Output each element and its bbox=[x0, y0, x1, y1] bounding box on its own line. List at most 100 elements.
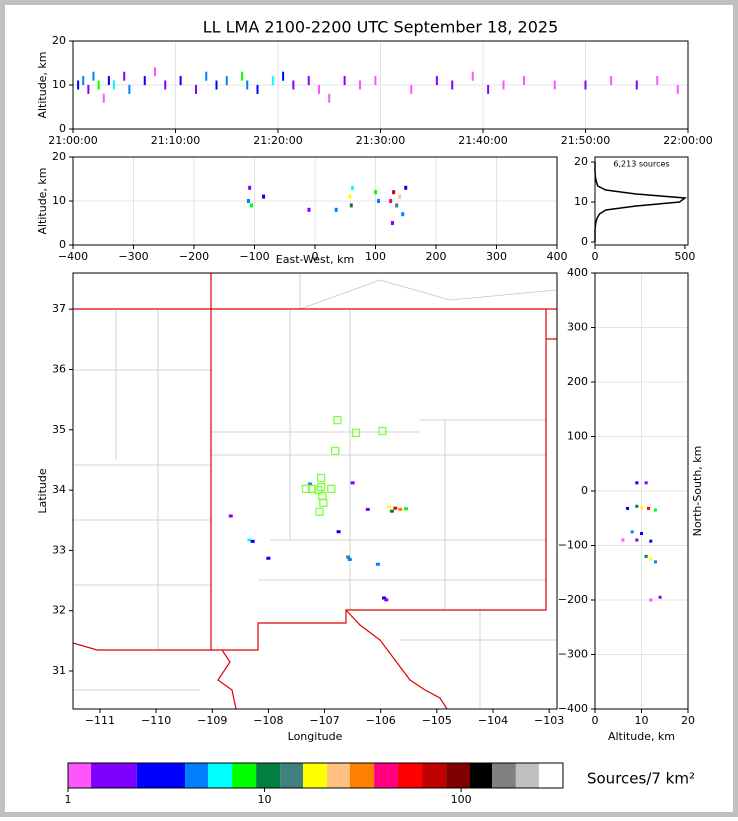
source-point bbox=[271, 76, 274, 86]
source-point bbox=[349, 203, 353, 208]
x-tick-label: 21:50:00 bbox=[561, 134, 610, 147]
source-point bbox=[653, 508, 657, 512]
station bbox=[327, 484, 336, 494]
source-point bbox=[635, 481, 639, 485]
y-tick-label: 33 bbox=[52, 543, 66, 556]
station bbox=[315, 507, 324, 516]
source-point bbox=[404, 185, 408, 190]
state-border bbox=[217, 649, 237, 709]
source-point bbox=[348, 194, 352, 199]
station bbox=[331, 446, 340, 456]
colorbar-segment bbox=[538, 763, 563, 788]
source-point bbox=[523, 76, 525, 86]
y-tick-label: 32 bbox=[52, 604, 66, 617]
x-tick-label: 21:30:00 bbox=[356, 134, 405, 147]
source-point bbox=[346, 555, 351, 559]
source-point bbox=[398, 507, 403, 511]
x-tick-label: 0 bbox=[592, 250, 599, 263]
source-point bbox=[630, 530, 634, 534]
source-point bbox=[365, 507, 370, 511]
source-point bbox=[307, 482, 312, 486]
source-point bbox=[179, 76, 182, 86]
x-tick-label: 22:00:00 bbox=[663, 134, 712, 147]
x-tick-label: 21:00:00 bbox=[48, 134, 97, 147]
x-tick-label: −100 bbox=[239, 250, 269, 263]
x-tick-label: 300 bbox=[486, 250, 507, 263]
colorbar-segment bbox=[232, 763, 257, 788]
colorbar-segment bbox=[469, 763, 493, 788]
y-tick-label: −400 bbox=[558, 702, 588, 715]
source-point bbox=[107, 76, 110, 86]
x-tick-label: 400 bbox=[547, 250, 568, 263]
source-point bbox=[266, 556, 271, 560]
x-tick-label: 200 bbox=[426, 250, 447, 263]
source-point bbox=[553, 80, 556, 90]
x-tick-label: 21:20:00 bbox=[253, 134, 302, 147]
x-tick-label: −111 bbox=[85, 714, 115, 727]
x-tick-label: 0 bbox=[312, 250, 319, 263]
y-tick-label: 37 bbox=[52, 302, 66, 315]
source-point bbox=[97, 80, 100, 90]
colorbar-segment bbox=[68, 763, 92, 788]
source-point bbox=[307, 76, 310, 86]
source-point bbox=[635, 538, 639, 542]
source-point bbox=[262, 194, 266, 199]
colorbar-segment bbox=[91, 763, 137, 788]
source-point bbox=[250, 539, 255, 543]
y-tick-label: 100 bbox=[567, 430, 588, 443]
source-point bbox=[205, 71, 208, 81]
source-point bbox=[640, 532, 643, 536]
station bbox=[333, 415, 342, 425]
station bbox=[317, 473, 326, 483]
y-tick-label: 10 bbox=[52, 78, 66, 91]
source-point bbox=[374, 76, 377, 86]
source-point bbox=[644, 481, 648, 485]
source-point bbox=[241, 71, 244, 81]
colorbar-segment bbox=[185, 763, 209, 788]
panel: −111 −110 −109 −108 −107 −106 −105 −104 −103 31 32… bbox=[36, 272, 564, 743]
x-tick-label: −103 bbox=[534, 714, 564, 727]
source-point bbox=[640, 505, 643, 509]
x-axis-label: Altitude, km bbox=[608, 730, 675, 743]
source-point bbox=[621, 538, 625, 542]
source-point bbox=[123, 71, 126, 81]
source-point bbox=[249, 203, 253, 208]
source-point bbox=[256, 84, 259, 94]
y-tick-label: 400 bbox=[567, 266, 588, 279]
source-point bbox=[343, 76, 346, 86]
source-point bbox=[653, 560, 657, 564]
canvas bbox=[5, 5, 733, 812]
source-point bbox=[626, 506, 630, 510]
y-tick-label: 300 bbox=[567, 321, 588, 334]
station bbox=[308, 484, 317, 494]
y-tick-label: 0 bbox=[581, 235, 588, 248]
source-point bbox=[195, 84, 197, 94]
x-tick-label: −109 bbox=[197, 714, 227, 727]
colorbar-segment bbox=[136, 763, 186, 788]
axes-frame bbox=[594, 156, 689, 246]
state-border bbox=[345, 609, 448, 709]
y-tick-label: −100 bbox=[558, 539, 588, 552]
axes-frame bbox=[72, 272, 558, 710]
source-point bbox=[393, 506, 398, 510]
x-tick-label: 500 bbox=[674, 250, 695, 263]
source-point bbox=[403, 507, 408, 511]
station bbox=[319, 498, 328, 507]
source-point bbox=[435, 76, 438, 86]
source-point bbox=[347, 557, 352, 561]
source-point bbox=[328, 93, 331, 103]
source-point bbox=[656, 76, 659, 86]
colorbar-segment bbox=[374, 763, 399, 788]
x-tick-label: −105 bbox=[422, 714, 452, 727]
y-tick-label: 35 bbox=[52, 423, 66, 436]
x-tick-label: 21:10:00 bbox=[151, 134, 200, 147]
x-tick-label: 100 bbox=[365, 250, 386, 263]
source-point bbox=[649, 539, 653, 543]
y-tick-label: 10 bbox=[52, 194, 66, 207]
x-tick-label: −400 bbox=[58, 250, 88, 263]
source-point bbox=[334, 207, 338, 212]
colorbar-segment bbox=[349, 763, 375, 788]
x-tick-label: 21:40:00 bbox=[458, 134, 507, 147]
source-point bbox=[359, 80, 361, 90]
county-line bbox=[299, 273, 557, 310]
